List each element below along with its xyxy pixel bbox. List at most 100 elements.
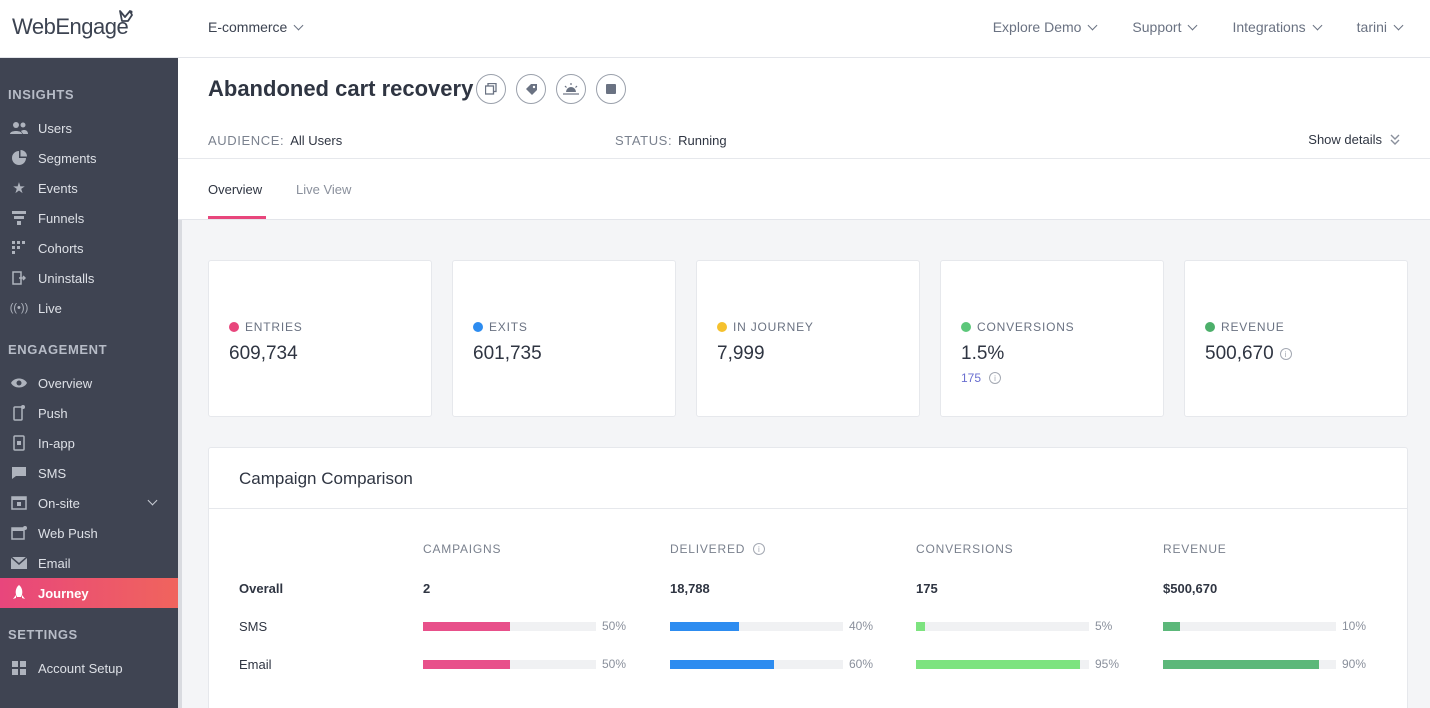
- overall-delivered: 18,788: [670, 581, 710, 596]
- bar-track-sms-2: [916, 622, 1089, 631]
- stat-label: ENTRIES: [229, 320, 303, 334]
- sidebar-item-on-site[interactable]: On-site: [0, 488, 178, 518]
- integrations-label: Integrations: [1232, 19, 1306, 35]
- stat-card-entries: ENTRIES 609,734: [208, 260, 432, 417]
- sidebar-item-account-setup[interactable]: Account Setup: [0, 653, 178, 683]
- sidebar-divider: [178, 58, 182, 708]
- sidebar-item-funnels[interactable]: Funnels: [0, 203, 178, 233]
- sunrise-icon: [563, 83, 579, 95]
- chevron-down-icon[interactable]: [147, 495, 158, 506]
- schedule-button[interactable]: [556, 74, 586, 104]
- chat-icon: [9, 465, 29, 481]
- info-icon[interactable]: i: [753, 543, 766, 555]
- users-icon: [9, 120, 29, 136]
- sidebar-item-in-app[interactable]: In-app: [0, 428, 178, 458]
- sidebar-item-journey[interactable]: Journey: [0, 578, 178, 608]
- explore-demo-menu[interactable]: Explore Demo: [992, 19, 1098, 35]
- overall-conversions: 175: [916, 581, 938, 596]
- stop-icon: [606, 84, 616, 94]
- column-header-delivered: DELIVERED i: [670, 542, 766, 556]
- column-header-text: REVENUE: [1163, 542, 1227, 556]
- sidebar-item-users[interactable]: Users: [0, 113, 178, 143]
- top-nav: Explore Demo Support Integrations tarini: [992, 19, 1404, 35]
- webengage-logo[interactable]: WebEngage: [12, 10, 133, 42]
- funnel-icon: [9, 210, 29, 226]
- bar-percent-label: 95%: [1095, 657, 1120, 671]
- sidebar-item-live[interactable]: ((•)) Live: [0, 293, 178, 323]
- journey-header: Abandoned cart recovery AUDIENCE: All Use…: [178, 58, 1430, 220]
- info-icon[interactable]: i: [1279, 348, 1292, 360]
- stat-value: 500,670 i: [1205, 343, 1292, 365]
- sidebar-item-events[interactable]: ★ Events: [0, 173, 178, 203]
- stat-value: 7,999: [717, 343, 765, 364]
- bar-fill: [916, 622, 925, 631]
- bar-track-email-2: [916, 660, 1089, 669]
- revenue-value: 500,670: [1205, 343, 1274, 364]
- project-selector[interactable]: E-commerce: [208, 19, 304, 35]
- bar-percent-label: 5%: [1095, 619, 1113, 633]
- stop-button[interactable]: [596, 74, 626, 104]
- project-name: E-commerce: [208, 19, 288, 35]
- bar-percent-label: 60%: [849, 657, 874, 671]
- status-dot: [961, 322, 971, 332]
- settings-section-title: SETTINGS: [8, 627, 78, 642]
- stat-label: IN JOURNEY: [717, 320, 814, 334]
- mail-icon: [9, 555, 29, 571]
- sidebar-item-label: Users: [38, 120, 72, 136]
- sidebar-item-sms[interactable]: SMS: [0, 458, 178, 488]
- tab-overview[interactable]: Overview: [208, 182, 263, 197]
- overall-revenue: $500,670: [1163, 581, 1218, 596]
- status-info: STATUS: Running: [615, 133, 727, 148]
- sidebar-item-web-push[interactable]: Web Push: [0, 518, 178, 548]
- sidebar-item-push[interactable]: Push: [0, 398, 178, 428]
- stat-card-revenue: REVENUE 500,670 i: [1184, 260, 1408, 417]
- stat-label: CONVERSIONS: [961, 320, 1074, 334]
- sidebar-item-label: Events: [38, 180, 78, 196]
- show-details-toggle[interactable]: Show details: [1308, 132, 1400, 147]
- sidebar-item-uninstalls[interactable]: Uninstalls: [0, 263, 178, 293]
- logo-text: WebEngage: [12, 14, 129, 39]
- user-name: tarini: [1356, 19, 1387, 35]
- show-details-label: Show details: [1308, 132, 1382, 147]
- bar-track-sms-0: [423, 622, 596, 631]
- explore-demo-label: Explore Demo: [992, 19, 1082, 35]
- status-dot: [473, 322, 483, 332]
- stat-label: REVENUE: [1205, 320, 1285, 334]
- panel-title: Campaign Comparison: [239, 469, 413, 488]
- sidebar-item-cohorts[interactable]: Cohorts: [0, 233, 178, 263]
- sidebar-item-label: Journey: [38, 585, 89, 601]
- row-label-email: Email: [239, 657, 272, 672]
- tag-icon: [525, 83, 537, 95]
- double-chevron-down-icon: [1390, 134, 1400, 145]
- chevron-down-icon: [293, 20, 304, 30]
- status-value: Running: [678, 133, 727, 148]
- integrations-menu[interactable]: Integrations: [1232, 19, 1323, 35]
- sidebar-item-label: Segments: [38, 150, 97, 166]
- pie-icon: [9, 150, 29, 166]
- support-menu[interactable]: Support: [1132, 19, 1198, 35]
- column-header-text: DELIVERED: [670, 542, 746, 556]
- audience-value: All Users: [290, 133, 343, 148]
- audience-info: AUDIENCE: All Users: [208, 133, 342, 148]
- sidebar-item-email[interactable]: Email: [0, 548, 178, 578]
- tag-button[interactable]: [516, 74, 546, 104]
- sidebar: INSIGHTS Users Segments ★ Events Funnels…: [0, 58, 178, 708]
- sidebar-item-overview[interactable]: Overview: [0, 368, 178, 398]
- bar-fill: [423, 660, 510, 669]
- tab-live-view[interactable]: Live View: [296, 182, 352, 197]
- status-dot: [1205, 322, 1215, 332]
- user-menu[interactable]: tarini: [1356, 19, 1404, 35]
- conversions-count-value[interactable]: 175: [961, 371, 982, 385]
- column-header-text: CONVERSIONS: [916, 542, 1014, 556]
- info-icon[interactable]: i: [989, 372, 1002, 384]
- duplicate-button[interactable]: [476, 74, 506, 104]
- bar-percent-label: 10%: [1342, 619, 1367, 633]
- sidebar-item-label: Overview: [38, 375, 93, 391]
- campaign-comparison-panel: Campaign Comparison CAMPAIGNS DELIVERED i…: [208, 447, 1408, 708]
- stat-value: 601,735: [473, 343, 542, 364]
- title-actions: [476, 74, 626, 104]
- sidebar-item-label: SMS: [38, 465, 67, 481]
- sidebar-item-label: Web Push: [38, 525, 98, 541]
- sidebar-item-segments[interactable]: Segments: [0, 143, 178, 173]
- sidebar-item-label: Live: [38, 300, 62, 316]
